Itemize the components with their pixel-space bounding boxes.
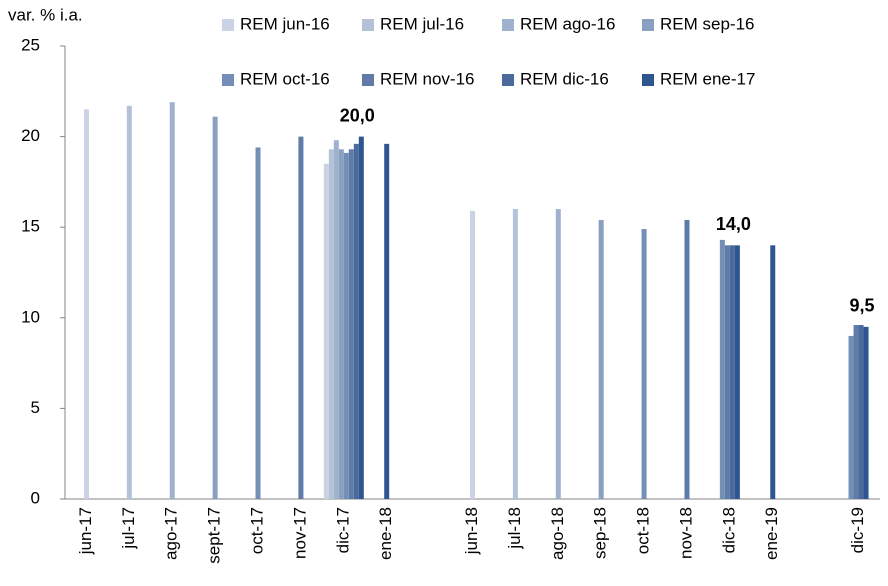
legend-label: REM sep-16 <box>660 14 754 33</box>
bar <box>863 326 869 499</box>
y-tick-label: 5 <box>31 398 40 417</box>
bar <box>384 143 390 499</box>
bar <box>724 245 730 499</box>
legend-label: REM ago-16 <box>520 14 615 33</box>
y-tick-label: 15 <box>21 217 40 236</box>
x-tick-label: nov-18 <box>676 507 695 559</box>
bar <box>858 325 864 499</box>
x-tick-label: nov-17 <box>290 507 309 559</box>
legend-label: REM oct-16 <box>240 69 330 88</box>
x-tick-label: ene-18 <box>376 507 395 560</box>
bar <box>255 147 261 500</box>
legend-swatch <box>502 19 514 31</box>
bar <box>83 109 89 500</box>
legend-swatch <box>222 74 234 86</box>
bar <box>323 163 329 499</box>
x-tick-label: sept-17 <box>205 507 224 564</box>
bar <box>343 152 349 499</box>
bar <box>641 229 647 499</box>
x-tick-label: dic-18 <box>719 507 738 553</box>
bar <box>770 245 776 499</box>
bar <box>333 140 339 499</box>
x-tick-label: ago-18 <box>548 507 567 560</box>
x-tick-label: jun-17 <box>76 507 95 555</box>
bar <box>853 325 859 499</box>
x-tick-label: ago-17 <box>162 507 181 560</box>
legend-label: REM jul-16 <box>380 14 464 33</box>
bar <box>358 136 364 499</box>
x-tick-label: dic-17 <box>333 507 352 553</box>
x-tick-label: oct-17 <box>248 507 267 554</box>
x-tick-label: jul-17 <box>119 507 138 550</box>
x-tick-label: ene-19 <box>762 507 781 560</box>
y-tick-label: 0 <box>31 488 40 507</box>
legend-label: REM jun-16 <box>240 14 330 33</box>
y-tick-label: 25 <box>21 35 40 54</box>
bar <box>338 149 344 499</box>
bar <box>212 116 218 499</box>
bar <box>353 143 359 499</box>
bar <box>734 245 740 499</box>
legend-label: REM dic-16 <box>520 69 609 88</box>
bar <box>126 105 132 500</box>
bar <box>512 209 518 499</box>
legend-swatch <box>362 19 374 31</box>
y-tick-label: 20 <box>21 126 40 145</box>
legend-swatch <box>222 19 234 31</box>
bar <box>298 136 304 499</box>
bar <box>328 149 334 499</box>
x-tick-label: dic-19 <box>848 507 867 553</box>
legend-label: REM ene-17 <box>660 69 755 88</box>
data-label: 9,5 <box>850 296 875 316</box>
x-tick-label: oct-18 <box>634 507 653 554</box>
bar <box>729 245 735 499</box>
legend-swatch <box>362 74 374 86</box>
x-tick-label: sep-18 <box>591 507 610 559</box>
data-label: 20,0 <box>340 105 375 125</box>
bar <box>684 219 690 499</box>
x-tick-label: jun-18 <box>462 507 481 555</box>
bar <box>719 239 725 499</box>
y-tick-label: 10 <box>21 307 40 326</box>
legend-swatch <box>642 19 654 31</box>
data-label: 14,0 <box>716 214 751 234</box>
bar <box>348 149 354 499</box>
bar <box>598 219 604 499</box>
legend-swatch <box>502 74 514 86</box>
bar <box>470 210 475 499</box>
bar <box>169 102 175 499</box>
x-tick-label: jul-18 <box>505 507 524 550</box>
y-axis-label: var. % i.a. <box>8 5 83 24</box>
bar <box>848 335 854 499</box>
legend-swatch <box>642 74 654 86</box>
bar <box>555 209 561 499</box>
legend-label: REM nov-16 <box>380 69 474 88</box>
